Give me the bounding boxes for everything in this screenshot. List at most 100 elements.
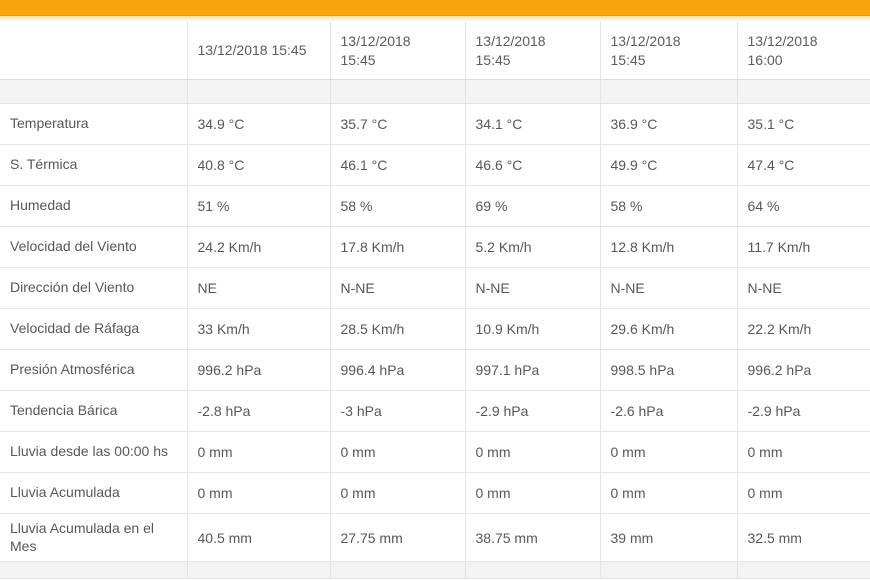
cell-value: NE [186, 267, 330, 309]
cell-value: -2.9 hPa [464, 390, 600, 432]
top-accent-bar [0, 0, 870, 16]
cell-value: 0 mm [186, 472, 330, 514]
cell-value: 0 mm [599, 472, 737, 514]
corner-empty-cell [0, 22, 187, 80]
cell-value: 0 mm [186, 431, 330, 473]
spacer-cell [186, 79, 330, 104]
cell-value: 33 Km/h [186, 308, 330, 350]
cell-value: 69 % [464, 185, 600, 227]
datetime-line1: 13/12/2018 [475, 32, 546, 49]
cell-value: 34.1 °C [464, 103, 600, 145]
cell-value: 17.8 Km/h [329, 226, 465, 268]
row-label: Dirección del Viento [0, 267, 187, 309]
datetime-line2: 15:45 [475, 51, 511, 68]
spacer-cell [464, 79, 600, 104]
spacer-cell [0, 561, 187, 579]
row-label: Lluvia Acumulada [0, 472, 187, 514]
table-row-lluvia-acumulada: Lluvia Acumulada 0 mm 0 mm 0 mm 0 mm 0 m… [0, 472, 870, 514]
datetime-line1: 13/12/2018 [747, 32, 818, 49]
datetime-header-row: 13/12/2018 15:45 13/12/2018 15:45 13/12/… [0, 22, 870, 80]
spacer-cell [736, 561, 870, 579]
row-label: Humedad [0, 185, 187, 227]
table-row-direccion-viento: Dirección del Viento NE N-NE N-NE N-NE N… [0, 267, 870, 309]
cell-value: 40.8 °C [186, 144, 330, 186]
cell-value: 32.5 mm [736, 513, 870, 562]
row-label: Velocidad del Viento [0, 226, 187, 268]
row-label: Presión Atmosférica [0, 349, 187, 391]
cell-value: 58 % [329, 185, 465, 227]
table-row-lluvia-acumulada-mes: Lluvia Acumulada en el Mes 40.5 mm 27.75… [0, 513, 870, 562]
cell-value: 996.2 hPa [736, 349, 870, 391]
cell-value: 38.75 mm [464, 513, 600, 562]
cell-value: 46.6 °C [464, 144, 600, 186]
datetime-line2: 15:45 [610, 51, 646, 68]
cell-value: -2.8 hPa [186, 390, 330, 432]
cell-value: N-NE [599, 267, 737, 309]
cell-value: N-NE [464, 267, 600, 309]
cell-value: 49.9 °C [599, 144, 737, 186]
cell-value: 996.2 hPa [186, 349, 330, 391]
cell-value: 998.5 hPa [599, 349, 737, 391]
table-row-tendencia-barica: Tendencia Bárica -2.8 hPa -3 hPa -2.9 hP… [0, 390, 870, 432]
datetime-line2: 15:45 [340, 51, 376, 68]
row-label: S. Térmica [0, 144, 187, 186]
table-row-lluvia-desde-0000: Lluvia desde las 00:00 hs 0 mm 0 mm 0 mm… [0, 431, 870, 473]
datetime-line1: 13/12/2018 [610, 32, 681, 49]
cell-value: 0 mm [599, 431, 737, 473]
cell-value: 22.2 Km/h [736, 308, 870, 350]
spacer-cell [329, 79, 465, 104]
row-label: Temperatura [0, 103, 187, 145]
datetime-header: 13/12/2018 16:00 [736, 22, 870, 80]
spacer-cell [599, 561, 737, 579]
table-row-temperatura: Temperatura 34.9 °C 35.7 °C 34.1 °C 36.9… [0, 103, 870, 145]
datetime-line1: 13/12/2018 15:45 [197, 42, 307, 59]
cell-value: 5.2 Km/h [464, 226, 600, 268]
cell-value: 34.9 °C [186, 103, 330, 145]
datetime-header: 13/12/2018 15:45 [186, 22, 330, 80]
spacer-cell [186, 561, 330, 579]
cell-value: 29.6 Km/h [599, 308, 737, 350]
datetime-header: 13/12/2018 15:45 [599, 22, 737, 80]
cell-value: 58 % [599, 185, 737, 227]
cell-value: N-NE [329, 267, 465, 309]
table-row-presion-atmosferica: Presión Atmosférica 996.2 hPa 996.4 hPa … [0, 349, 870, 391]
spacer-cell [736, 79, 870, 104]
cell-value: 0 mm [329, 472, 465, 514]
cell-value: 46.1 °C [329, 144, 465, 186]
bottom-partial-row [0, 561, 870, 579]
datetime-header: 13/12/2018 15:45 [464, 22, 600, 80]
table-row-velocidad-rafaga: Velocidad de Ráfaga 33 Km/h 28.5 Km/h 10… [0, 308, 870, 350]
cell-value: 10.9 Km/h [464, 308, 600, 350]
table-row-humedad: Humedad 51 % 58 % 69 % 58 % 64 % [0, 185, 870, 227]
row-label: Lluvia desde las 00:00 hs [0, 431, 187, 473]
cell-value: 47.4 °C [736, 144, 870, 186]
spacer-cell [329, 561, 465, 579]
cell-value: 0 mm [464, 472, 600, 514]
cell-value: -2.6 hPa [599, 390, 737, 432]
cell-value: -3 hPa [329, 390, 465, 432]
cell-value: -2.9 hPa [736, 390, 870, 432]
cell-value: 0 mm [329, 431, 465, 473]
cell-value: 36.9 °C [599, 103, 737, 145]
spacer-cell [0, 79, 187, 104]
datetime-line1: 13/12/2018 [340, 32, 411, 49]
cell-value: 0 mm [736, 431, 870, 473]
spacer-cell [599, 79, 737, 104]
spacer-row [0, 79, 870, 104]
cell-value: 35.7 °C [329, 103, 465, 145]
table-row-sensacion-termica: S. Térmica 40.8 °C 46.1 °C 46.6 °C 49.9 … [0, 144, 870, 186]
cell-value: 997.1 hPa [464, 349, 600, 391]
row-label: Tendencia Bárica [0, 390, 187, 432]
weather-readings-table: 13/12/2018 15:45 13/12/2018 15:45 13/12/… [0, 22, 870, 579]
cell-value: 51 % [186, 185, 330, 227]
cell-value: 24.2 Km/h [186, 226, 330, 268]
cell-value: 0 mm [464, 431, 600, 473]
cell-value: 39 mm [599, 513, 737, 562]
cell-value: 35.1 °C [736, 103, 870, 145]
datetime-header: 13/12/2018 15:45 [329, 22, 465, 80]
cell-value: 40.5 mm [186, 513, 330, 562]
row-label: Lluvia Acumulada en el Mes [0, 513, 187, 562]
table-row-velocidad-viento: Velocidad del Viento 24.2 Km/h 17.8 Km/h… [0, 226, 870, 268]
cell-value: 28.5 Km/h [329, 308, 465, 350]
spacer-cell [464, 561, 600, 579]
